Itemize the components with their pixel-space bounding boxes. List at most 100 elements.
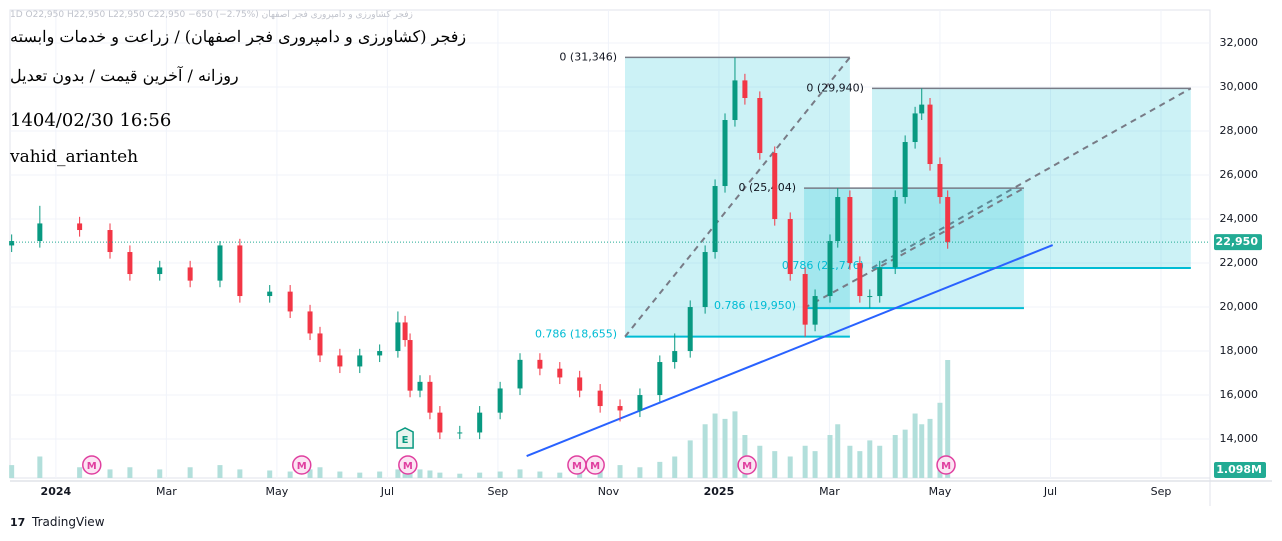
candle-body (687, 307, 693, 352)
fib-bottom-label: 0.786 (21,776) (782, 259, 864, 272)
event-marker (292, 455, 312, 475)
event-marker (737, 455, 757, 475)
volume-bar (902, 429, 908, 478)
volume-bar (537, 471, 543, 478)
x-tick-label: 2024 (41, 485, 72, 498)
event-label: M (403, 461, 413, 472)
volume-bar (617, 465, 623, 478)
volume-bar (557, 472, 563, 478)
volume-bar (945, 360, 951, 478)
candle-body (617, 406, 623, 411)
volume-bar (847, 445, 853, 478)
fib-bottom-label: 0.786 (19,950) (714, 299, 796, 312)
candle-body (702, 252, 708, 308)
volume-bar (877, 445, 883, 478)
candle-body (395, 322, 401, 352)
fib-bottom-label: 0.786 (18,655) (535, 328, 617, 341)
volume-bar (657, 461, 663, 478)
candle-body (497, 388, 503, 413)
candle-body (217, 245, 223, 281)
candle-body (407, 340, 413, 391)
candle-body (377, 351, 383, 356)
candle-body (517, 359, 523, 389)
candle-body (712, 186, 718, 253)
x-tick-label: May (929, 485, 952, 498)
candle-body (657, 362, 663, 396)
y-tick-label: 20,000 (1220, 300, 1259, 313)
volume-bar (927, 418, 933, 478)
volume-bar (317, 467, 323, 478)
volume-bar (395, 469, 401, 478)
volume-bar (937, 402, 943, 478)
volume-label: 1.098M (1216, 463, 1262, 476)
candle-body (812, 296, 818, 325)
fib-top-label: 0 (31,346) (559, 50, 617, 63)
event-label: M (590, 461, 600, 472)
candle-body (827, 241, 833, 297)
volume-bar (477, 472, 483, 478)
event-marker (398, 455, 418, 475)
candle-body (847, 197, 853, 264)
candle-body (772, 153, 778, 220)
candle-body (892, 197, 898, 268)
volume-bar (187, 467, 193, 478)
candle-body (557, 368, 563, 378)
fib-diagonal (871, 87, 1192, 269)
volume-bar (157, 469, 163, 478)
candle-body (417, 381, 423, 391)
brand: TradingView (32, 515, 105, 529)
event-label: M (297, 461, 307, 472)
candle-body (742, 80, 748, 99)
last-price-label: 22,950 (1216, 235, 1259, 248)
candle-body (107, 230, 113, 253)
y-tick-label: 24,000 (1220, 212, 1259, 225)
candle-body (757, 98, 763, 154)
volume-bar (497, 471, 503, 478)
volume-bar (702, 424, 708, 478)
earnings-label: E (402, 435, 409, 446)
candle-body (477, 412, 483, 433)
candle-body (337, 355, 343, 367)
volume-bar (307, 469, 313, 478)
candle-body (722, 120, 728, 187)
y-tick-label: 28,000 (1220, 124, 1259, 137)
fib-top-label: 0 (29,940) (806, 81, 864, 94)
candle-body (877, 267, 883, 297)
volume-bar (437, 472, 443, 478)
fib-top-label: 0 (25,404) (738, 181, 796, 194)
y-tick-label: 22,000 (1220, 256, 1259, 269)
volume-bar (127, 467, 133, 478)
timestamp: 1404/02/30 16:56 (10, 110, 172, 131)
candle-body (357, 355, 363, 367)
fib-diagonal (624, 56, 851, 338)
candle-body (537, 359, 543, 369)
volume-bar (287, 471, 293, 478)
event-label: M (572, 461, 582, 472)
candle-body (9, 241, 15, 246)
candle-body (287, 291, 293, 312)
chart-title: زفجر (کشاورزی و دامپروری فجر اصفهان) / ز… (10, 27, 467, 46)
x-tick-label: Sep (1151, 485, 1172, 498)
x-tick-label: Mar (819, 485, 840, 498)
y-tick-label: 18,000 (1220, 344, 1259, 357)
volume-bar (912, 413, 918, 478)
candle-body (577, 377, 583, 391)
volume-bar (772, 451, 778, 478)
y-tick-label: 26,000 (1220, 168, 1259, 181)
volume-bar (812, 451, 818, 478)
volume-bar (377, 471, 383, 478)
subtitle: روزانه / آخرین قیمت / بدون تعدیل (10, 66, 239, 85)
legend-text: زفجر کشاورزی و دامپروری فجر اصفهان 1D O2… (10, 10, 413, 20)
trendline (526, 244, 1054, 457)
candle-body (637, 395, 643, 411)
volume-bar (802, 445, 808, 478)
volume-bar (919, 424, 925, 478)
volume-bar (757, 445, 763, 478)
candle-body (237, 245, 243, 297)
y-tick-label: 16,000 (1220, 388, 1259, 401)
event-marker (585, 455, 605, 475)
candle-body (672, 351, 678, 363)
volume-bar (417, 469, 423, 478)
volume-bar (712, 413, 718, 478)
